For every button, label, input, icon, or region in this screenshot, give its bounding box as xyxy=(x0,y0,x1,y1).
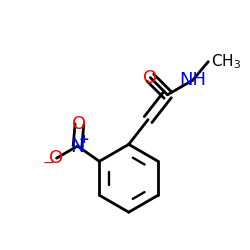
Text: NH: NH xyxy=(179,71,206,89)
Text: O: O xyxy=(72,115,86,133)
Text: N: N xyxy=(70,136,85,156)
Text: O: O xyxy=(143,69,158,87)
Text: −: − xyxy=(43,156,54,170)
Text: +: + xyxy=(79,133,90,146)
Text: CH$_3$: CH$_3$ xyxy=(211,52,241,71)
Text: O: O xyxy=(50,149,64,167)
